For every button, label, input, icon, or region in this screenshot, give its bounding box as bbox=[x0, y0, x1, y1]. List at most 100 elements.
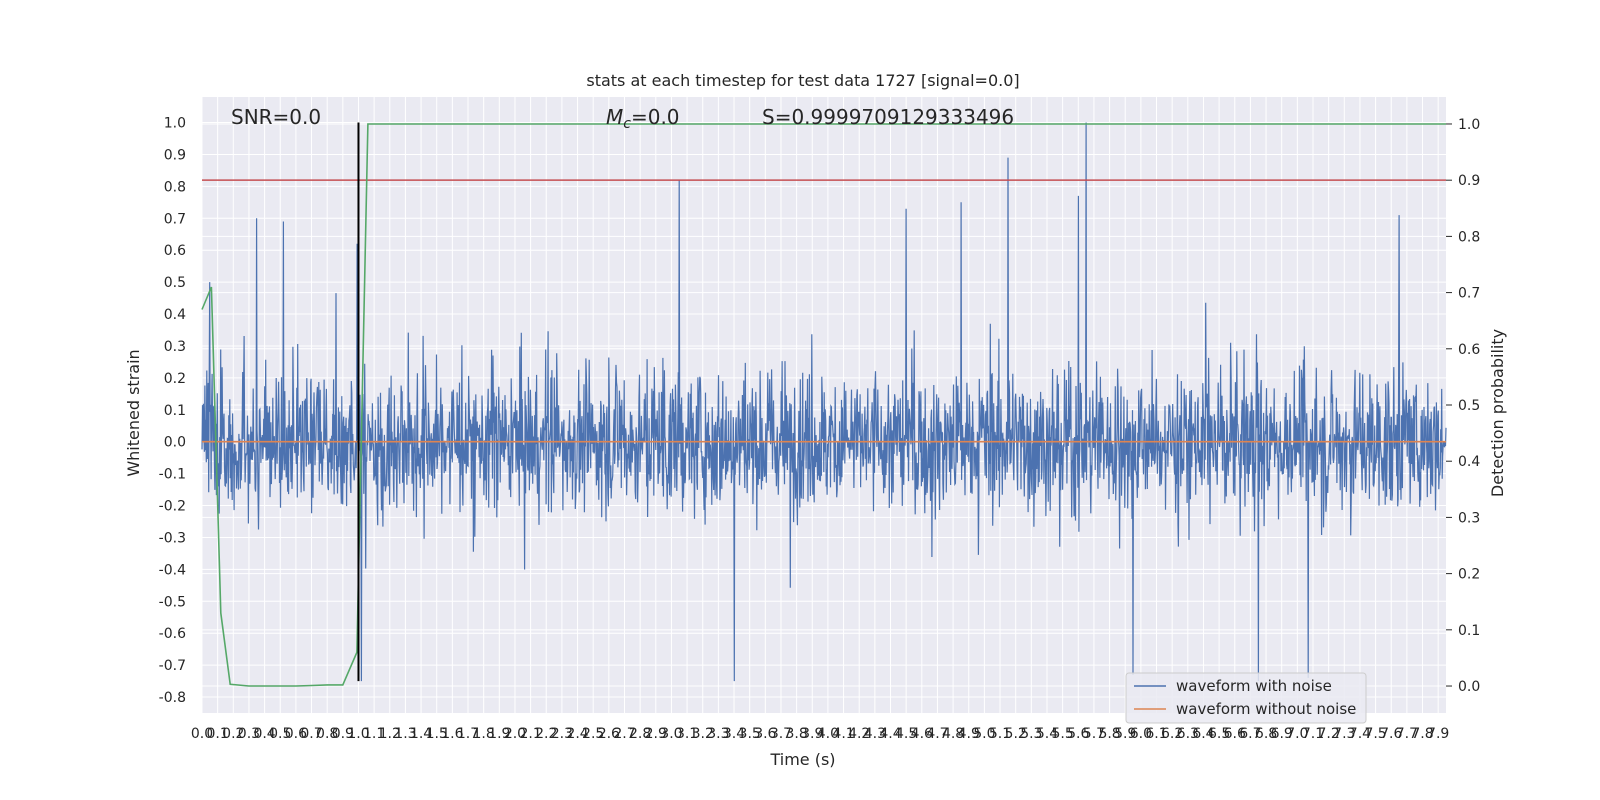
x-tick-label: 3.0 bbox=[660, 726, 682, 742]
y-tick-label: 0.3 bbox=[164, 339, 186, 355]
x-tick-label: 5.6 bbox=[1067, 726, 1089, 742]
x-tick-label: 3.4 bbox=[723, 726, 745, 742]
x-tick-label: 6.4 bbox=[1192, 726, 1214, 742]
y-tick-label: 1.0 bbox=[164, 116, 186, 132]
x-tick-label: 1.7 bbox=[457, 726, 479, 742]
x-tick-label: 1.8 bbox=[473, 726, 495, 742]
x-tick-label: 3.1 bbox=[676, 726, 698, 742]
x-tick-label: 3.8 bbox=[785, 726, 807, 742]
y-tick-label: 0.8 bbox=[164, 179, 186, 195]
x-tick-label: 6.2 bbox=[1161, 726, 1183, 742]
legend-label-noise: waveform with noise bbox=[1176, 677, 1332, 695]
y2-tick-label: 0.3 bbox=[1458, 510, 1480, 526]
y2-tick-label: 0.9 bbox=[1458, 173, 1480, 189]
y-tick-label: -0.6 bbox=[159, 626, 186, 642]
x-tick-label: 5.8 bbox=[1098, 726, 1120, 742]
y-tick-label: 0.1 bbox=[164, 403, 186, 419]
x-tick-label: 5.7 bbox=[1083, 726, 1105, 742]
y-tick-label: -0.7 bbox=[159, 658, 186, 674]
chirp-mass-subscript: c bbox=[623, 116, 631, 132]
x-tick-label: 0.6 bbox=[285, 726, 307, 742]
x-tick-label: 7.2 bbox=[1318, 726, 1340, 742]
x-tick-label: 7.9 bbox=[1427, 726, 1449, 742]
score-annotation: S=0.9999709129333496 bbox=[762, 105, 1014, 129]
x-tick-label: 6.6 bbox=[1224, 726, 1246, 742]
x-tick-label: 1.1 bbox=[363, 726, 385, 742]
x-tick-label: 2.6 bbox=[598, 726, 620, 742]
legend-box bbox=[1125, 672, 1367, 724]
series-waveform-with-noise bbox=[201, 122, 1447, 682]
y-tick-label: 0.2 bbox=[164, 371, 186, 387]
y-tick-label: -0.8 bbox=[159, 690, 186, 706]
x-tick-label: 1.9 bbox=[488, 726, 510, 742]
x-tick-label: 5.1 bbox=[989, 726, 1011, 742]
x-tick-label: 1.2 bbox=[379, 726, 401, 742]
x-tick-label: 5.2 bbox=[1005, 726, 1027, 742]
y-tick-label: 0.4 bbox=[164, 307, 186, 323]
series-detection-probability bbox=[201, 123, 1446, 687]
y2-tick-label: 1.0 bbox=[1458, 117, 1480, 133]
x-tick-label: 0.1 bbox=[207, 726, 229, 742]
x-tick-label: 2.7 bbox=[613, 726, 635, 742]
x-tick-label: 1.0 bbox=[347, 726, 369, 742]
x-tick-label: 5.4 bbox=[1036, 726, 1058, 742]
x-axis-label: Time (s) bbox=[769, 750, 835, 769]
y2-tick-label: 0.7 bbox=[1458, 286, 1480, 302]
y2-tick-label: 0.2 bbox=[1458, 567, 1480, 583]
x-tick-label: 5.9 bbox=[1114, 726, 1136, 742]
chirp-mass-annotation: Mc=0.0 bbox=[606, 105, 680, 132]
y2-tick-label: 0.5 bbox=[1458, 398, 1480, 414]
x-tick-label: 0.3 bbox=[238, 726, 260, 742]
x-tick-label: 7.5 bbox=[1364, 726, 1386, 742]
x-tick-label: 6.3 bbox=[1177, 726, 1199, 742]
x-tick-label: 7.6 bbox=[1380, 726, 1402, 742]
x-tick-label: 0.4 bbox=[253, 726, 275, 742]
y2-tick-label: 0.4 bbox=[1458, 454, 1480, 470]
x-tick-label: 4.5 bbox=[895, 726, 917, 742]
x-tick-label: 4.4 bbox=[879, 726, 901, 742]
y2-tick-label: 0.1 bbox=[1458, 623, 1480, 639]
x-tick-label: 0.8 bbox=[316, 726, 338, 742]
y-tick-label: 0.9 bbox=[164, 147, 186, 163]
x-tick-label: 2.3 bbox=[551, 726, 573, 742]
x-tick-label: 0.9 bbox=[332, 726, 354, 742]
y-tick-label: 0.7 bbox=[164, 211, 186, 227]
x-tick-label: 6.9 bbox=[1271, 726, 1293, 742]
x-tick-label: 7.8 bbox=[1411, 726, 1433, 742]
x-tick-label: 3.3 bbox=[707, 726, 729, 742]
x-tick-label: 3.5 bbox=[739, 726, 761, 742]
x-tick-label: 5.3 bbox=[1020, 726, 1042, 742]
x-tick-label: 4.8 bbox=[942, 726, 964, 742]
x-tick-label: 7.0 bbox=[1286, 726, 1308, 742]
x-tick-label: 2.9 bbox=[645, 726, 667, 742]
x-tick-label: 4.7 bbox=[926, 726, 948, 742]
x-tick-label: 3.6 bbox=[754, 726, 776, 742]
x-tick-label: 4.2 bbox=[848, 726, 870, 742]
y-axis-label: Whitened strain bbox=[124, 349, 143, 476]
x-tick-label: 1.6 bbox=[441, 726, 463, 742]
snr-annotation: SNR=0.0 bbox=[231, 105, 321, 129]
x-tick-label: 6.0 bbox=[1130, 726, 1152, 742]
y-tick-label: 0.5 bbox=[164, 275, 186, 291]
x-tick-label: 7.4 bbox=[1349, 726, 1371, 742]
x-tick-label: 5.5 bbox=[1051, 726, 1073, 742]
y2-tick-label: 0.0 bbox=[1458, 679, 1480, 695]
x-tick-label: 6.8 bbox=[1255, 726, 1277, 742]
x-tick-label: 1.3 bbox=[394, 726, 416, 742]
x-tick-label: 6.5 bbox=[1208, 726, 1230, 742]
legend-label-clean: waveform without noise bbox=[1176, 700, 1356, 718]
x-tick-label: 4.1 bbox=[832, 726, 854, 742]
y-tick-label: -0.5 bbox=[159, 594, 186, 610]
x-tick-label: 4.0 bbox=[817, 726, 839, 742]
y-tick-label: -0.4 bbox=[159, 562, 186, 578]
x-tick-label: 7.1 bbox=[1302, 726, 1324, 742]
x-tick-label: 4.6 bbox=[911, 726, 933, 742]
chirp-mass-value: =0.0 bbox=[631, 105, 680, 129]
y2-tick-label: 0.6 bbox=[1458, 342, 1480, 358]
x-tick-label: 0.7 bbox=[300, 726, 322, 742]
x-tick-label: 2.4 bbox=[566, 726, 588, 742]
y2-tick-label: 0.8 bbox=[1458, 229, 1480, 245]
x-tick-label: 4.3 bbox=[864, 726, 886, 742]
x-tick-label: 2.1 bbox=[519, 726, 541, 742]
x-tick-label: 5.0 bbox=[973, 726, 995, 742]
